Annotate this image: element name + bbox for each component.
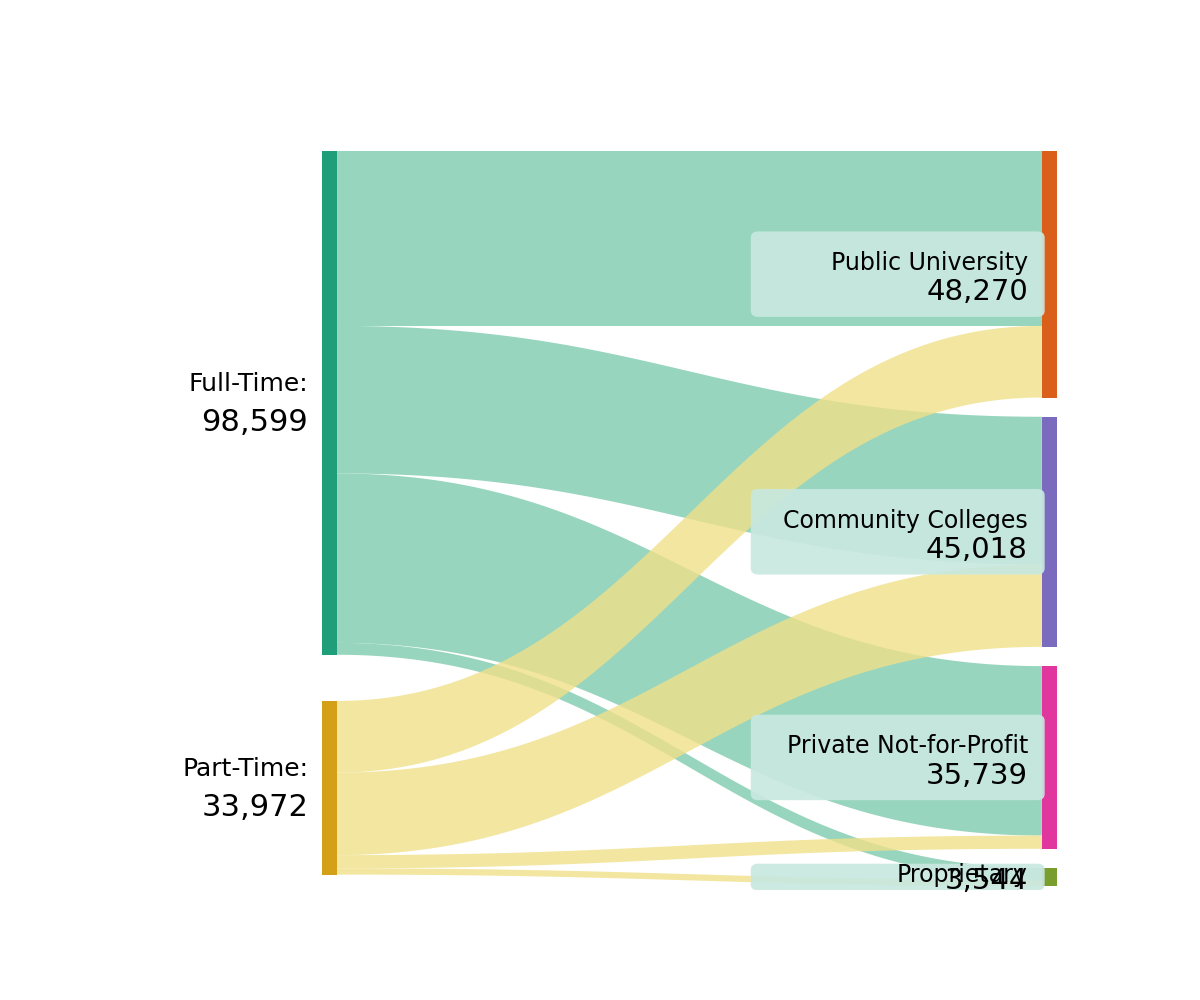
Text: Part-Time:: Part-Time: bbox=[182, 757, 308, 781]
Bar bbox=[1042, 868, 1057, 886]
Polygon shape bbox=[337, 473, 1042, 836]
Text: Community Colleges: Community Colleges bbox=[784, 509, 1028, 533]
Bar bbox=[1042, 666, 1057, 849]
Bar bbox=[1042, 417, 1057, 647]
Polygon shape bbox=[337, 868, 1042, 886]
Polygon shape bbox=[337, 151, 1042, 326]
FancyBboxPatch shape bbox=[751, 489, 1045, 575]
Polygon shape bbox=[337, 564, 1042, 855]
Bar bbox=[322, 701, 337, 875]
Polygon shape bbox=[337, 326, 1042, 564]
Text: 3,544: 3,544 bbox=[944, 867, 1028, 895]
Text: 98,599: 98,599 bbox=[202, 408, 308, 437]
Polygon shape bbox=[337, 326, 1042, 773]
Text: Proprietary: Proprietary bbox=[898, 863, 1028, 887]
Text: 48,270: 48,270 bbox=[926, 278, 1028, 306]
Bar bbox=[322, 151, 337, 655]
Text: Private Not-for-Profit: Private Not-for-Profit bbox=[786, 734, 1028, 758]
FancyBboxPatch shape bbox=[751, 864, 1045, 890]
Bar bbox=[1042, 151, 1057, 398]
FancyBboxPatch shape bbox=[751, 715, 1045, 800]
Text: 45,018: 45,018 bbox=[926, 536, 1028, 564]
Text: 35,739: 35,739 bbox=[926, 762, 1028, 790]
Text: Public University: Public University bbox=[830, 251, 1028, 275]
FancyBboxPatch shape bbox=[751, 231, 1045, 317]
Text: 33,972: 33,972 bbox=[202, 793, 308, 822]
Text: Full-Time:: Full-Time: bbox=[188, 372, 308, 396]
Polygon shape bbox=[337, 643, 1042, 880]
Polygon shape bbox=[337, 836, 1042, 868]
